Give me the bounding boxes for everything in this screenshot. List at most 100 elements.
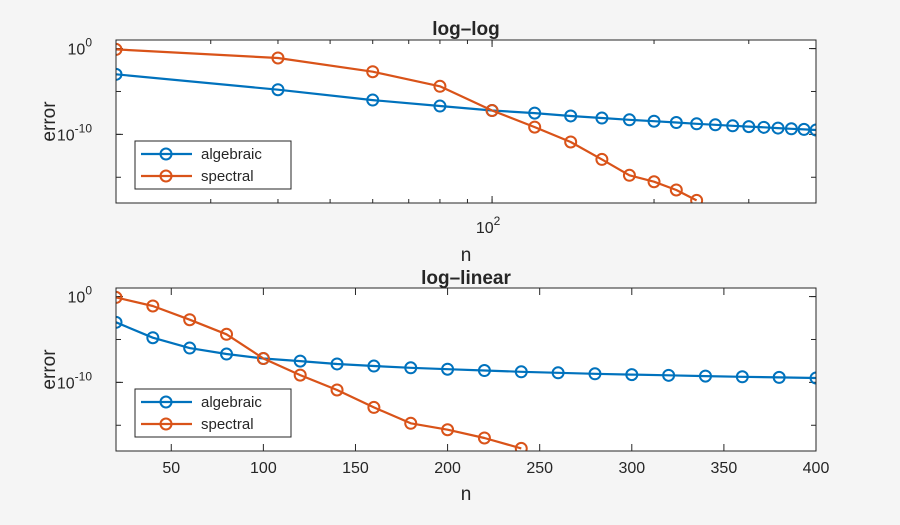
marker-spectral [220, 327, 234, 341]
legend-marker-algebraic [159, 147, 173, 161]
marker-algebraic [669, 116, 683, 130]
x-tick-label: 400 [803, 460, 830, 477]
marker-spectral [690, 193, 704, 203]
x-tick-label: 100 [250, 460, 277, 477]
x-tick-label-exp: 2 [494, 214, 501, 228]
x-tick-label: 200 [434, 460, 461, 477]
marker-spectral [293, 368, 307, 382]
marker-algebraic [146, 331, 160, 345]
y-tick-label: 10-10 [57, 121, 92, 144]
marker-algebraic [708, 118, 722, 132]
axes-frame [115, 39, 817, 204]
y-axis-label: error [39, 101, 60, 142]
marker-spectral [564, 135, 578, 149]
marker-algebraic [367, 359, 381, 373]
marker-spectral [433, 79, 447, 93]
x-tick-label: 300 [618, 460, 645, 477]
marker-algebraic [551, 366, 565, 380]
marker-algebraic [588, 367, 602, 381]
chart-title: log–log [432, 19, 500, 40]
legend-box [134, 140, 292, 190]
x-axis-label: n [461, 484, 472, 505]
x-tick-label: 350 [711, 460, 738, 477]
marker-algebraic [690, 117, 704, 131]
marker-algebraic [116, 67, 123, 81]
loglinear-subplot: 50 100 150 200 250 300 350 40010010-10log–linea… [39, 268, 829, 505]
marker-algebraic [742, 120, 756, 134]
marker-spectral [271, 51, 285, 65]
marker-spectral [669, 183, 683, 197]
marker-algebraic [116, 315, 123, 329]
y-tick-label-exp: -10 [75, 121, 93, 135]
x-axis-label: n [461, 245, 472, 266]
y-tick-label-exp: 0 [85, 284, 92, 298]
marker-spectral [116, 42, 123, 56]
x-tick-label: 102 [476, 214, 501, 237]
marker-spectral [330, 383, 344, 397]
marker-spectral [595, 152, 609, 166]
marker-algebraic [441, 362, 455, 376]
legend-marker-spectral [159, 417, 173, 431]
marker-spectral [183, 313, 197, 327]
series-line-algebraic [116, 73, 816, 132]
x-tick-label-base: 10 [476, 220, 494, 237]
marker-spectral [366, 65, 380, 79]
y-tick-label-base: 10 [57, 375, 75, 392]
marker-spectral [441, 423, 455, 437]
axes-frame [115, 287, 817, 452]
marker-spectral [477, 431, 491, 445]
y-tick-label-base: 10 [68, 42, 86, 59]
marker-spectral [647, 175, 661, 189]
marker-spectral [622, 168, 636, 182]
loglog-subplot: 10210010-10log–lognerroralgebraicspectra… [39, 19, 817, 266]
marker-algebraic [797, 122, 811, 136]
legend-label-spectral: spectral [201, 168, 254, 185]
series-group [116, 42, 816, 203]
marker-algebraic [293, 354, 307, 368]
marker-algebraic [698, 369, 712, 383]
legend-label-spectral: spectral [201, 416, 254, 433]
marker-algebraic [330, 357, 344, 371]
marker-algebraic [404, 361, 418, 375]
marker-spectral [146, 299, 160, 313]
x-tick-label: 150 [342, 460, 369, 477]
legend-label-algebraic: algebraic [201, 146, 262, 163]
marker-algebraic [726, 119, 740, 133]
marker-algebraic [595, 111, 609, 125]
y-tick-label-exp: -10 [75, 369, 93, 383]
x-tick-label: 50 [162, 460, 180, 477]
legend-box [134, 388, 292, 438]
marker-spectral [514, 441, 528, 451]
marker-spectral [367, 400, 381, 414]
marker-spectral [404, 416, 418, 430]
marker-algebraic [809, 371, 816, 385]
marker-spectral [528, 120, 542, 134]
y-tick-label: 100 [68, 36, 93, 59]
marker-algebraic [809, 123, 816, 137]
series-group [116, 290, 816, 451]
marker-algebraic [622, 113, 636, 127]
marker-algebraic [528, 106, 542, 120]
marker-algebraic [735, 370, 749, 384]
y-tick-label: 10-10 [57, 369, 92, 392]
marker-algebraic [220, 347, 234, 361]
marker-algebraic [772, 370, 786, 384]
y-tick-label-exp: 0 [85, 36, 92, 50]
marker-spectral [485, 104, 499, 118]
marker-algebraic [433, 99, 447, 113]
marker-algebraic [564, 109, 578, 123]
marker-algebraic [647, 114, 661, 128]
marker-algebraic [784, 122, 798, 136]
y-axis-label: error [39, 349, 60, 390]
y-tick-label: 100 [68, 284, 93, 307]
y-tick-label-base: 10 [68, 290, 86, 307]
x-tick-label: 250 [526, 460, 553, 477]
marker-algebraic [183, 341, 197, 355]
marker-algebraic [662, 368, 676, 382]
marker-algebraic [477, 364, 491, 378]
legend-label-algebraic: algebraic [201, 394, 262, 411]
legend-marker-spectral [159, 169, 173, 183]
chart-title: log–linear [421, 268, 511, 289]
y-tick-label-base: 10 [57, 127, 75, 144]
